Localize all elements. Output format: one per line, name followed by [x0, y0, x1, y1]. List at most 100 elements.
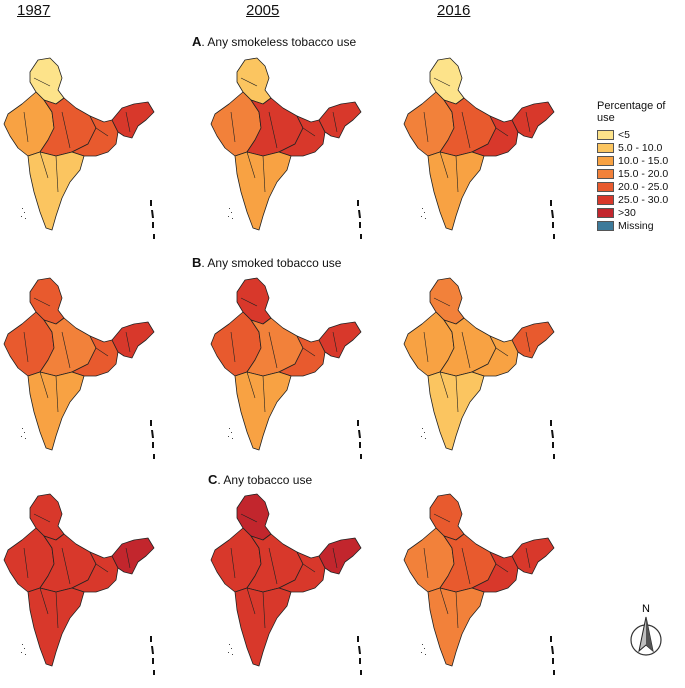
- state-boundary: [433, 77, 451, 87]
- state-boundary: [268, 331, 278, 369]
- state-boundary: [495, 563, 509, 573]
- region-south: [234, 587, 292, 667]
- state-boundary: [495, 347, 509, 357]
- region-south: [27, 587, 85, 667]
- state-boundary: [423, 111, 429, 143]
- state-boundary: [423, 547, 429, 579]
- panel-letter-c: C: [208, 472, 218, 487]
- year-header-2016: 2016: [437, 2, 471, 19]
- region-northeast: [511, 537, 555, 575]
- state-boundary: [246, 587, 256, 615]
- state-boundary: [332, 547, 338, 569]
- state-boundary: [302, 127, 316, 137]
- state-boundary: [240, 297, 258, 307]
- state-boundary: [33, 297, 51, 307]
- legend-label: 25.0 - 30.0: [618, 193, 669, 206]
- state-boundary: [39, 371, 49, 399]
- state-boundary: [230, 111, 236, 143]
- state-boundary: [61, 111, 71, 149]
- region-northeast: [111, 321, 155, 359]
- state-boundary: [95, 127, 109, 137]
- state-boundary: [230, 547, 236, 579]
- legend-label: >30: [618, 206, 636, 219]
- choropleth-map-b-2016: [403, 277, 555, 459]
- state-boundary: [23, 331, 29, 363]
- region-south: [234, 371, 292, 451]
- year-header-2005: 2005: [246, 2, 280, 19]
- state-boundary: [33, 77, 51, 87]
- state-boundary: [455, 155, 459, 193]
- legend-item: >30: [597, 206, 685, 219]
- choropleth-map-a-2016: [403, 57, 555, 239]
- legend-label: 20.0 - 25.0: [618, 180, 669, 193]
- legend-item: Missing: [597, 219, 685, 232]
- state-boundary: [95, 563, 109, 573]
- state-boundary: [23, 547, 29, 579]
- region-east: [278, 335, 326, 377]
- state-boundary: [302, 563, 316, 573]
- legend-swatch: [597, 168, 614, 179]
- state-boundary: [39, 151, 49, 179]
- state-boundary: [461, 547, 471, 585]
- state-boundary: [332, 331, 338, 353]
- legend-title: Percentage of use: [597, 100, 666, 124]
- state-boundary: [55, 591, 59, 629]
- legend-item: 20.0 - 25.0: [597, 180, 685, 193]
- state-boundary: [262, 375, 266, 413]
- island-group: [550, 420, 555, 459]
- state-boundary: [125, 111, 131, 133]
- state-boundary: [125, 547, 131, 569]
- state-boundary: [525, 111, 531, 133]
- region-south: [427, 587, 485, 667]
- island-group: [550, 200, 555, 239]
- panel-text-c: . Any tobacco use: [217, 473, 313, 487]
- region-north: [429, 57, 465, 105]
- island-specks: [21, 208, 26, 219]
- panel-title-b: B. Any smoked tobacco use: [192, 255, 341, 270]
- region-south: [427, 371, 485, 451]
- state-boundary: [455, 375, 459, 413]
- region-east: [471, 551, 519, 593]
- choropleth-map-b-1987: [3, 277, 155, 459]
- panel-text-b: . Any smoked tobacco use: [201, 256, 342, 270]
- panel-letter-a: A: [192, 34, 202, 49]
- state-boundary: [55, 155, 59, 193]
- legend-item: 15.0 - 20.0: [597, 167, 685, 180]
- choropleth-map-b-2005: [210, 277, 362, 459]
- region-northeast: [111, 537, 155, 575]
- state-boundary: [55, 375, 59, 413]
- region-north: [429, 493, 465, 541]
- state-boundary: [125, 331, 131, 353]
- legend-swatch: [597, 142, 614, 153]
- state-boundary: [23, 111, 29, 143]
- state-boundary: [433, 513, 451, 523]
- legend-swatch: [597, 181, 614, 192]
- state-boundary: [302, 347, 316, 357]
- region-north: [29, 277, 65, 325]
- legend-label: 10.0 - 15.0: [618, 154, 669, 167]
- state-boundary: [268, 547, 278, 585]
- state-boundary: [230, 331, 236, 363]
- panel-title-a: A. Any smokeless tobacco use: [192, 34, 356, 49]
- panel-letter-b: B: [192, 255, 202, 270]
- state-boundary: [455, 591, 459, 629]
- region-north: [429, 277, 465, 325]
- region-northeast: [111, 101, 155, 139]
- island-group: [357, 420, 362, 459]
- region-north: [29, 57, 65, 105]
- region-south: [234, 151, 292, 231]
- region-east: [71, 335, 119, 377]
- legend-item: 5.0 - 10.0: [597, 141, 685, 154]
- region-east: [71, 551, 119, 593]
- region-east: [278, 115, 326, 157]
- legend-label: 15.0 - 20.0: [618, 167, 669, 180]
- state-boundary: [33, 513, 51, 523]
- legend-swatch: [597, 129, 614, 140]
- state-boundary: [525, 547, 531, 569]
- north-arrow-icon: N: [630, 603, 662, 656]
- state-boundary: [246, 151, 256, 179]
- island-specks: [421, 208, 426, 219]
- region-east: [471, 115, 519, 157]
- legend-item: 25.0 - 30.0: [597, 193, 685, 206]
- island-group: [150, 420, 155, 459]
